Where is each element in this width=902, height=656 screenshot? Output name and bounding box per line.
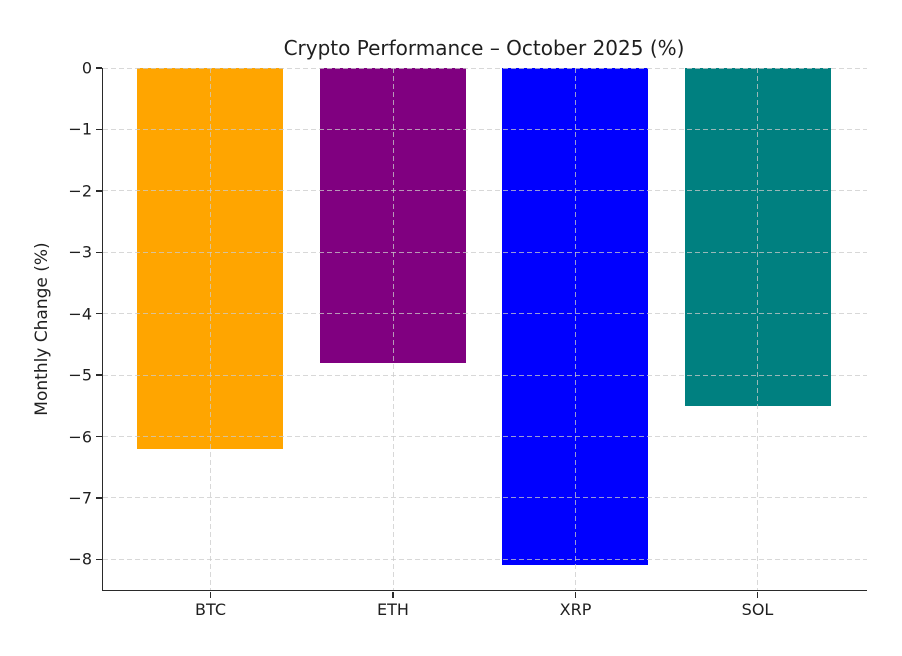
y-tick-label: −6 bbox=[68, 427, 92, 446]
x-tick-label-btc: BTC bbox=[195, 600, 226, 619]
y-tick-mark bbox=[95, 128, 102, 131]
y-tick-label: −5 bbox=[68, 365, 92, 385]
x-gridline bbox=[575, 68, 576, 590]
y-tick-label: −4 bbox=[68, 304, 92, 324]
y-gridline bbox=[103, 558, 867, 560]
y-tick-mark bbox=[95, 251, 102, 253]
x-gridline bbox=[757, 68, 758, 590]
x-tick-mark bbox=[756, 591, 759, 598]
y-axis-label: Monthly Change (%) bbox=[32, 242, 52, 416]
y-tick-mark bbox=[95, 558, 102, 560]
y-gridline bbox=[103, 374, 867, 376]
y-tick-mark bbox=[95, 374, 102, 376]
y-tick-label: −2 bbox=[68, 181, 92, 201]
y-gridline bbox=[103, 67, 867, 69]
y-tick-label: −3 bbox=[68, 242, 92, 262]
y-tick-mark bbox=[95, 435, 102, 438]
y-tick-label: −7 bbox=[68, 488, 92, 508]
plot-area: 0 −1 −2 −3 −4 −5 −6 −7 −8 BTC ETH XRP SOL bbox=[68, 59, 867, 619]
x-tick-mark bbox=[574, 591, 577, 598]
y-gridline bbox=[103, 190, 867, 192]
y-tick-label: −8 bbox=[68, 549, 92, 569]
y-tick-mark bbox=[95, 497, 102, 499]
y-gridline bbox=[103, 251, 867, 253]
x-gridline bbox=[392, 68, 394, 590]
y-tick-mark bbox=[95, 312, 102, 315]
x-tick-mark bbox=[392, 591, 394, 598]
y-tick-mark bbox=[95, 190, 102, 192]
x-tick-label-sol: SOL bbox=[741, 600, 774, 619]
x-tick-label-eth: ETH bbox=[377, 600, 409, 619]
y-gridline bbox=[103, 497, 867, 499]
x-tick-label-xrp: XRP bbox=[559, 600, 592, 619]
y-tick-mark bbox=[95, 67, 102, 69]
y-gridline bbox=[103, 313, 867, 315]
y-gridline bbox=[103, 128, 867, 130]
x-gridline bbox=[210, 68, 211, 590]
x-tick-mark bbox=[209, 591, 212, 598]
y-tick-label: −1 bbox=[68, 119, 92, 139]
y-tick-label: 0 bbox=[81, 58, 92, 78]
chart-title: Crypto Performance – October 2025 (%) bbox=[283, 36, 685, 60]
y-gridline bbox=[103, 436, 867, 437]
